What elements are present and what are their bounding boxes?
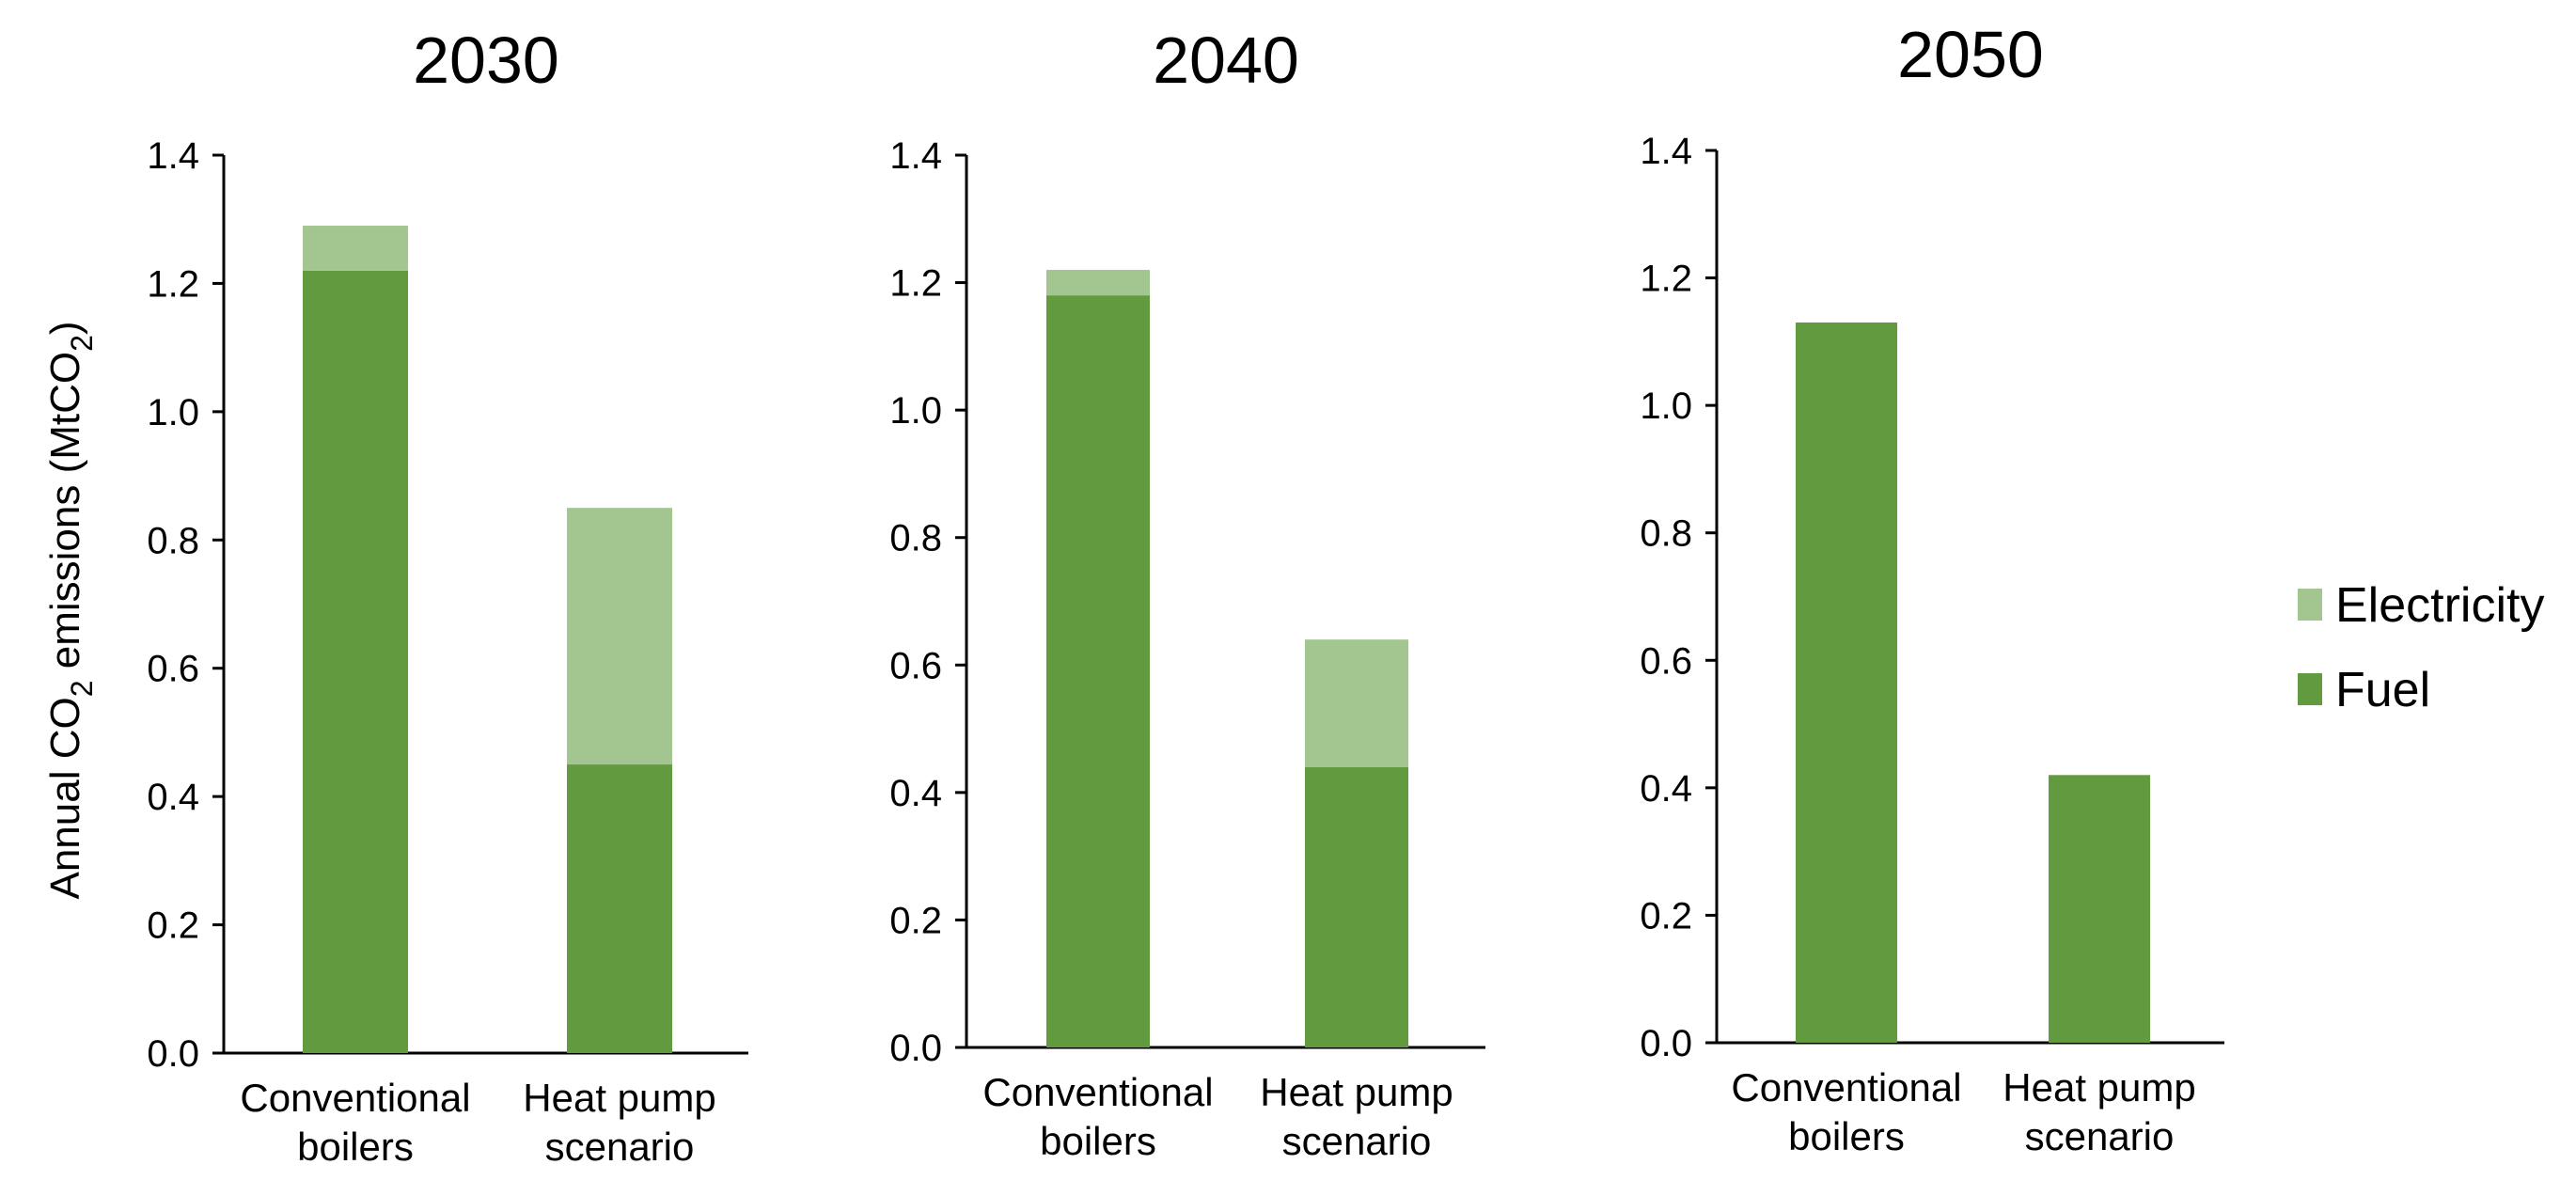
y-tick-label: 0.0 [1640, 1023, 1692, 1064]
y-tick-label: 1.2 [1640, 259, 1692, 300]
bar-fuel [1796, 323, 1897, 1043]
legend-swatch-electricity [2298, 589, 2322, 621]
chart-title: 2030 [413, 24, 559, 97]
x-category-label: scenario [2025, 1114, 2175, 1158]
chart-panel-2050: 2050 0.0 0.2 0.4 0.6 0.8 1.0 1.2 1.4 Conventional… [1640, 18, 2224, 1158]
y-tick-label: 0.8 [889, 518, 942, 559]
bar-fuel [303, 270, 408, 1053]
x-category-label: Heat pump [523, 1076, 715, 1120]
x-category-label: Conventional [240, 1076, 470, 1120]
bar-fuel [2049, 775, 2150, 1043]
y-tick-label: 0.8 [147, 520, 199, 561]
y-tick-label: 0.6 [1640, 640, 1692, 682]
y-tick-label: 0.0 [147, 1033, 199, 1075]
y-tick-label: 1.0 [147, 392, 199, 433]
chart-title: 2050 [1897, 18, 2044, 91]
legend: Electricity Fuel [2298, 578, 2544, 717]
y-tick-label: 0.0 [889, 1028, 942, 1069]
bar-fuel [567, 764, 672, 1053]
y-tick-label: 1.2 [889, 263, 942, 305]
chart-panel-2040: 2040 0.0 0.2 0.4 0.6 0.8 1.0 1.2 1.4 Conventional… [889, 24, 1485, 1163]
bar-fuel [1046, 295, 1150, 1048]
y-tick-label: 0.2 [889, 900, 942, 941]
y-tick-label: 1.0 [889, 390, 942, 432]
x-category-label: Heat pump [1260, 1070, 1453, 1114]
chart-panel-2030: 2030 0.0 0.2 0.4 0.6 0.8 1.0 1.2 1.4 Conventional… [147, 24, 748, 1169]
y-tick-label: 0.2 [147, 905, 199, 947]
y-tick-label: 0.4 [147, 777, 199, 818]
x-category-label: scenario [1282, 1119, 1432, 1163]
y-tick-label: 1.4 [889, 135, 942, 177]
bar-electricity [567, 508, 672, 765]
y-axis-label: Annual CO2 emissions (MtCO2) [42, 321, 99, 899]
y-tick-label: 0.2 [1640, 895, 1692, 936]
y-tick-label: 0.4 [889, 773, 942, 814]
legend-swatch-fuel [2298, 673, 2322, 705]
bar-electricity [303, 226, 408, 271]
chart-title: 2040 [1153, 24, 1299, 97]
x-category-label: boilers [1788, 1114, 1905, 1158]
y-tick-label: 0.6 [889, 645, 942, 686]
y-tick-label: 0.6 [147, 649, 199, 690]
x-category-label: scenario [545, 1125, 695, 1169]
y-tick-label: 0.8 [1640, 513, 1692, 555]
x-category-label: Heat pump [2003, 1065, 2195, 1109]
bar-electricity [1046, 270, 1150, 296]
y-tick-label: 1.0 [1640, 386, 1692, 427]
x-category-label: Conventional [1731, 1065, 1961, 1109]
x-category-label: boilers [297, 1125, 414, 1169]
x-category-label: boilers [1040, 1119, 1156, 1163]
x-category-label: Conventional [982, 1070, 1213, 1114]
y-tick-label: 1.4 [1640, 131, 1692, 172]
bar-fuel [1305, 766, 1408, 1047]
legend-label-fuel: Fuel [2335, 663, 2430, 717]
y-tick-label: 0.4 [1640, 768, 1692, 810]
y-tick-label: 1.2 [147, 263, 199, 305]
legend-label-electricity: Electricity [2335, 578, 2544, 633]
y-tick-label: 1.4 [147, 135, 199, 177]
bar-electricity [1305, 639, 1408, 767]
